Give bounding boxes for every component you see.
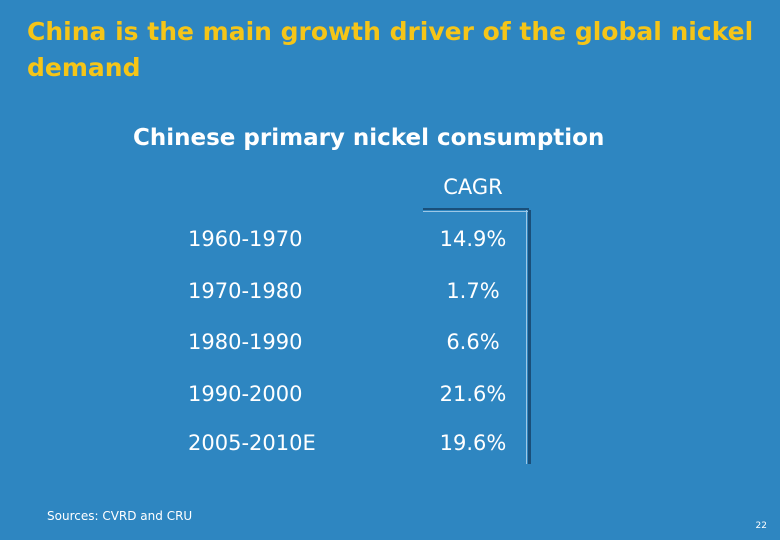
table-row: 1980-1990 6.6% xyxy=(188,327,528,357)
period-label: 1960-1970 xyxy=(188,227,303,251)
table-row: 1970-1980 1.7% xyxy=(188,276,528,306)
column-divider-highlight xyxy=(526,210,527,464)
table-row: 2005-2010E 19.6% xyxy=(188,428,528,458)
period-label: 1990-2000 xyxy=(188,382,303,406)
table-row: 1990-2000 21.6% xyxy=(188,379,528,409)
page-number: 22 xyxy=(755,521,767,531)
cagr-value: 21.6% xyxy=(439,382,507,406)
cagr-value: 1.7% xyxy=(446,279,500,303)
cagr-value: 14.9% xyxy=(439,227,507,251)
header-underline-highlight xyxy=(423,211,529,212)
table-subtitle: Chinese primary nickel consumption xyxy=(133,125,605,151)
period-label: 1980-1990 xyxy=(188,330,303,354)
cagr-value: 19.6% xyxy=(439,431,507,455)
cagr-column-header: CAGR xyxy=(443,175,503,199)
period-label: 1970-1980 xyxy=(188,279,303,303)
table-row: 1960-1970 14.9% xyxy=(188,224,528,254)
slide-title: China is the main growth driver of the g… xyxy=(27,17,754,82)
period-label: 2005-2010E xyxy=(188,431,316,455)
sources-note: Sources: CVRD and CRU xyxy=(47,509,193,523)
header-underline xyxy=(423,208,529,210)
column-divider xyxy=(528,210,531,464)
cagr-value: 6.6% xyxy=(446,330,500,354)
